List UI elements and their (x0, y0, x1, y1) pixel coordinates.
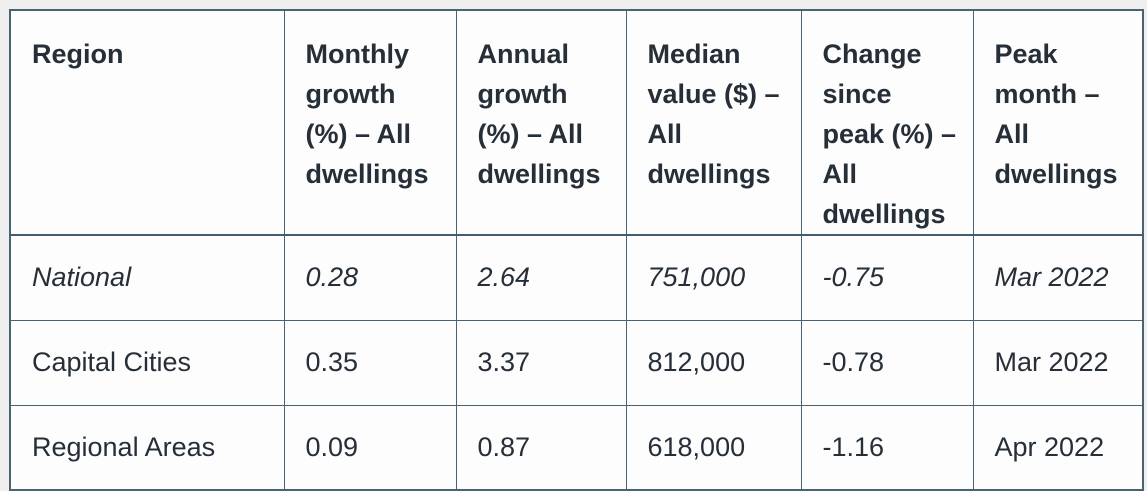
col-header-annual-growth: Annual growth (%) – All dwellings (455, 9, 627, 236)
cell-change-since-peak: -0.75 (800, 234, 974, 321)
cell-region: Regional Areas (9, 404, 285, 491)
cell-annual-growth: 0.87 (455, 404, 627, 491)
cell-median-value: 751,000 (625, 234, 802, 321)
table-row-capital-cities: Capital Cities 0.35 3.37 812,000 -0.78 M… (9, 319, 1144, 406)
cell-region: Capital Cities (9, 319, 285, 406)
cell-monthly-growth: 0.35 (283, 319, 457, 406)
cell-annual-growth: 2.64 (455, 234, 627, 321)
cell-median-value: 618,000 (625, 404, 802, 491)
table-row-national: National 0.28 2.64 751,000 -0.75 Mar 202… (9, 234, 1144, 321)
col-header-median-value: Median value ($) – All dwellings (625, 9, 802, 236)
cell-annual-growth: 3.37 (455, 319, 627, 406)
header-row: Region Monthly growth (%) – All dwelling… (9, 9, 1144, 236)
cell-change-since-peak: -1.16 (800, 404, 974, 491)
col-header-change-since-peak: Change since peak (%) – All dwellings (800, 9, 974, 236)
col-header-monthly-growth: Monthly growth (%) – All dwellings (283, 9, 457, 236)
col-header-peak-month: Peak month – All dwellings (972, 9, 1144, 236)
cell-monthly-growth: 0.28 (283, 234, 457, 321)
cell-peak-month: Mar 2022 (972, 234, 1144, 321)
cell-region: National (9, 234, 285, 321)
cell-peak-month: Mar 2022 (972, 319, 1144, 406)
dwellings-stats-table: Region Monthly growth (%) – All dwelling… (9, 9, 1144, 491)
cell-peak-month: Apr 2022 (972, 404, 1144, 491)
table-row-regional-areas: Regional Areas 0.09 0.87 618,000 -1.16 A… (9, 404, 1144, 491)
col-header-region: Region (9, 9, 285, 236)
cell-change-since-peak: -0.78 (800, 319, 974, 406)
cell-monthly-growth: 0.09 (283, 404, 457, 491)
cell-median-value: 812,000 (625, 319, 802, 406)
dwellings-stats-table-container: Region Monthly growth (%) – All dwelling… (9, 9, 1144, 491)
